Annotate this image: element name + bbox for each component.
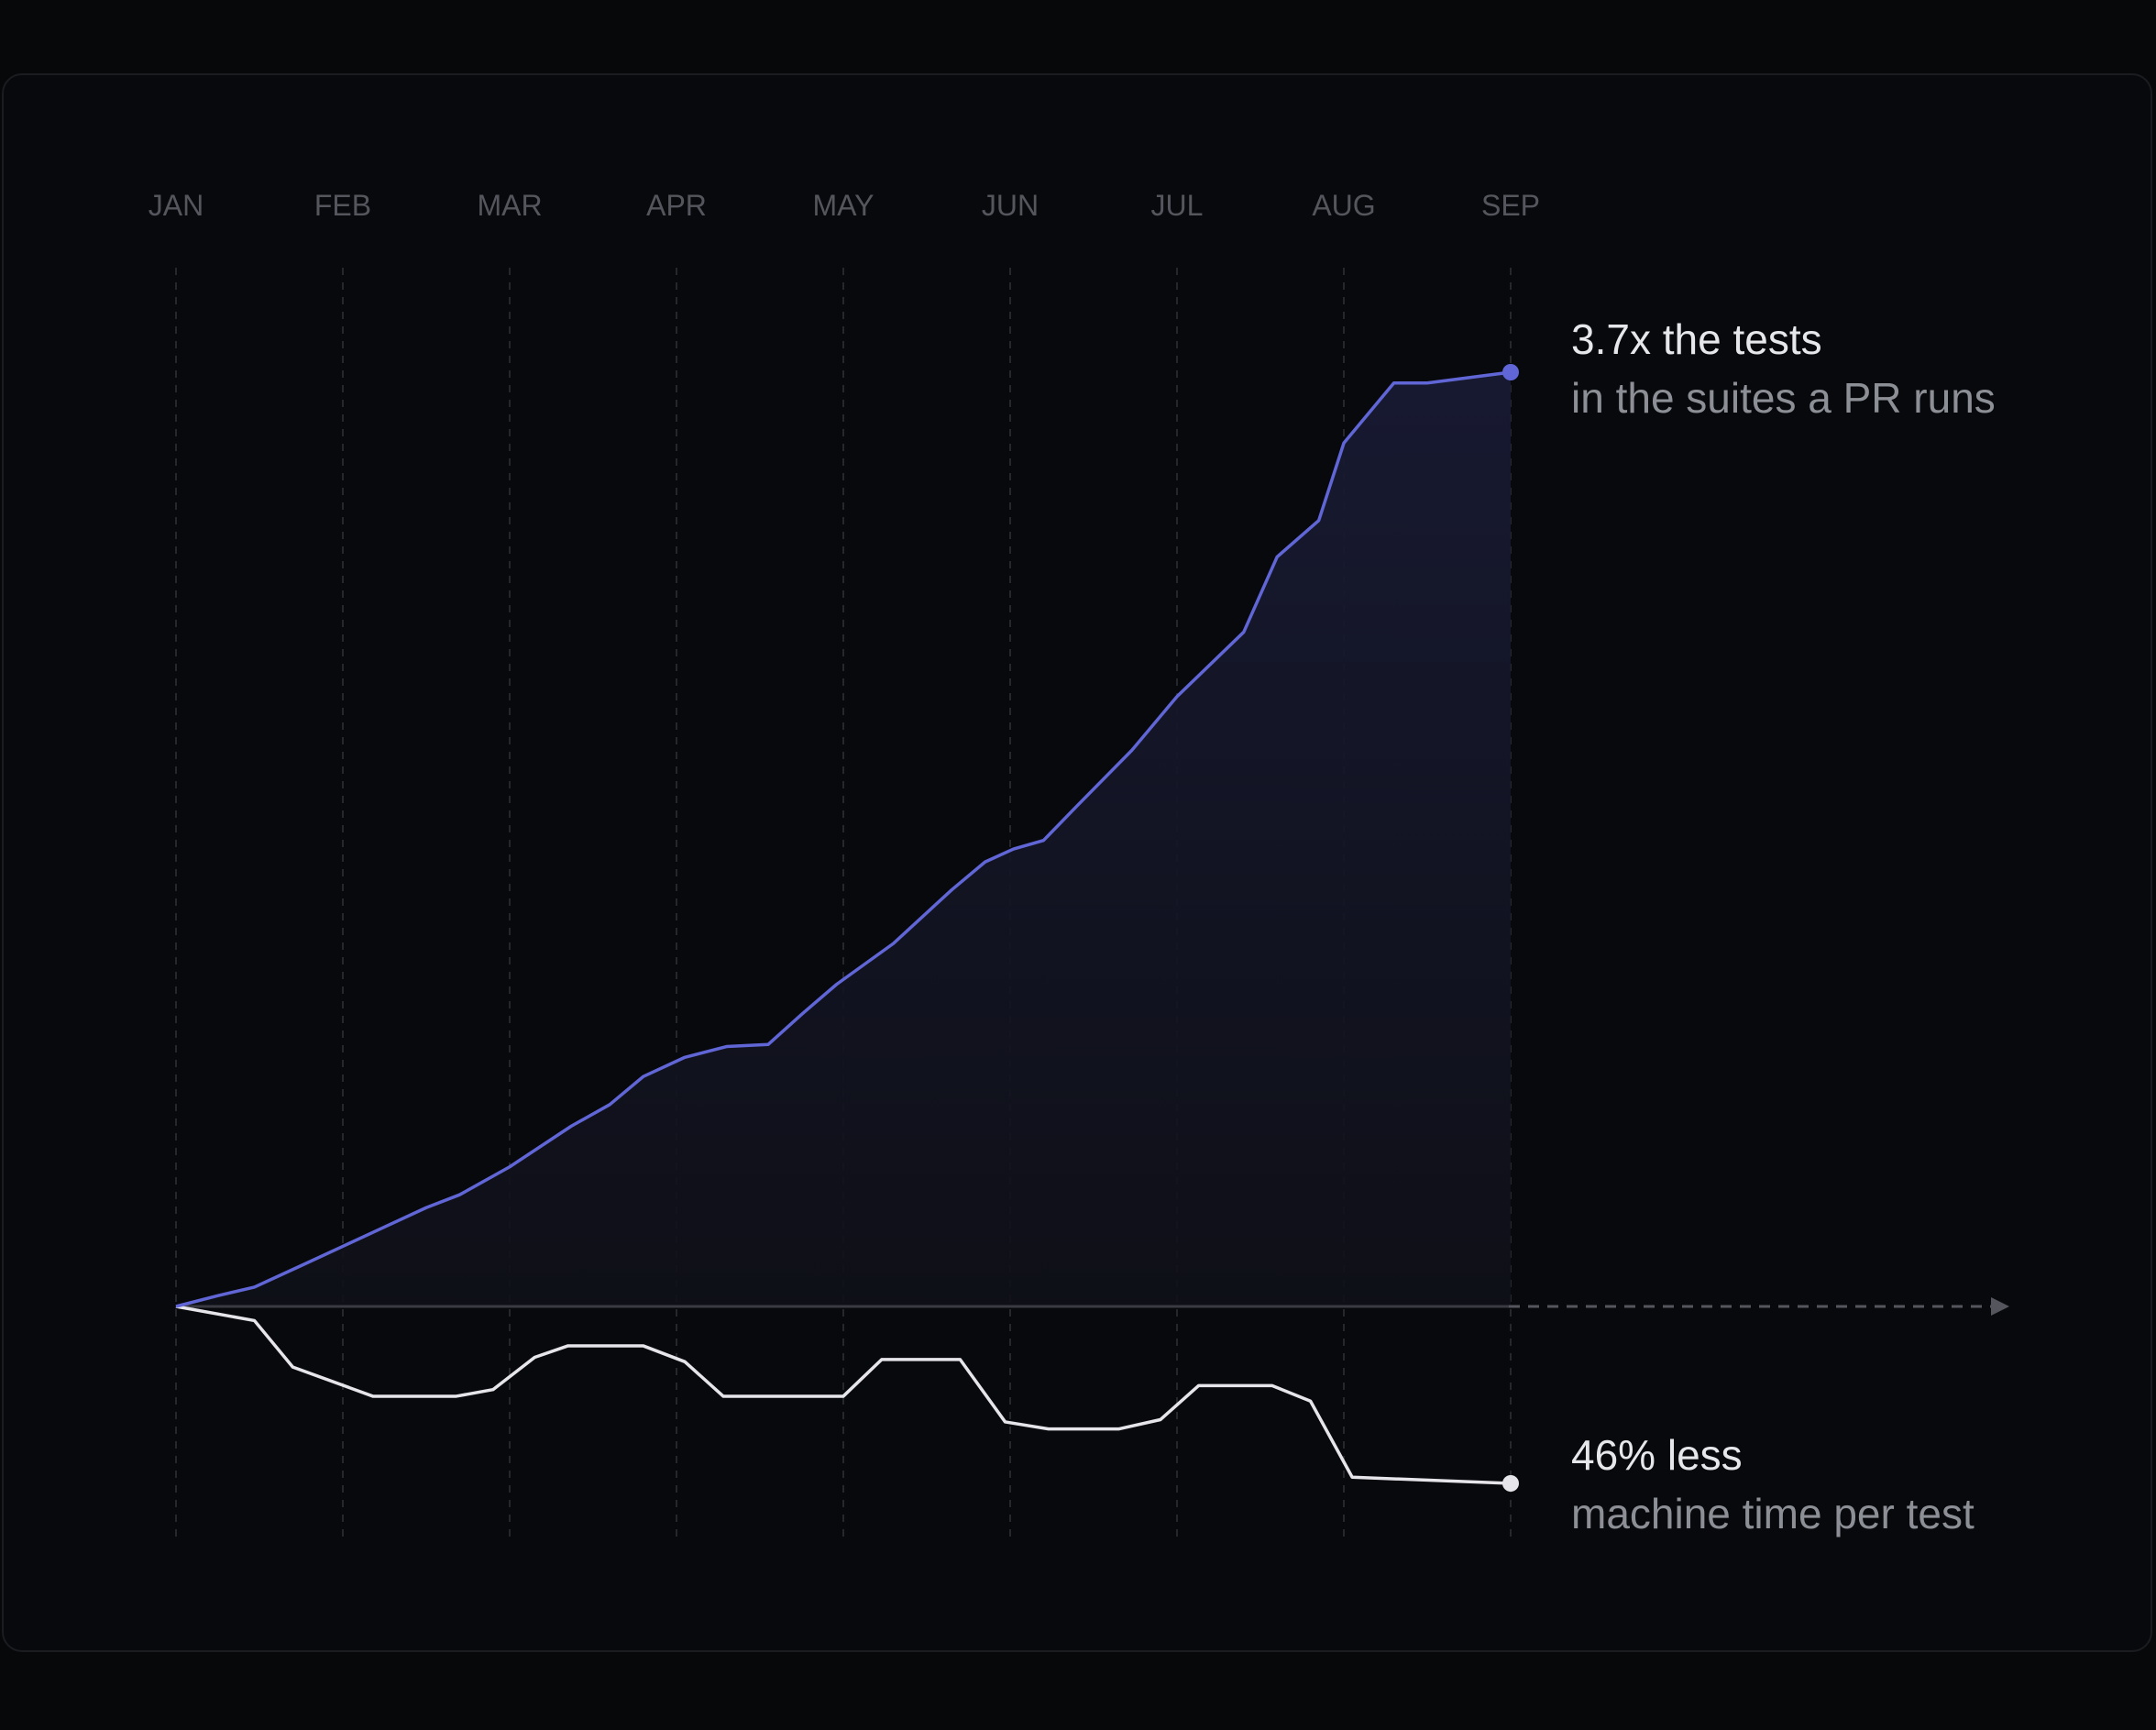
tests-line: [175, 370, 1512, 1308]
axis-arrow-icon: [1991, 1297, 2009, 1316]
month-label-jun: JUN: [982, 189, 1039, 222]
month-label-jul: JUL: [1151, 189, 1204, 222]
machine-time-end-point: [1502, 1475, 1519, 1492]
month-label-mar: MAR: [477, 189, 542, 222]
tests-annotation: 3.7x the tests in the suites a PR runs: [1571, 310, 1996, 427]
month-label-jan: JAN: [148, 189, 204, 222]
machine-time-annotation-secondary: machine time per test: [1571, 1490, 1974, 1537]
month-label-feb: FEB: [314, 189, 371, 222]
month-labels: JAN FEB MAR APR MAY JUN JUL AUG SEP: [148, 189, 1540, 222]
tests-end-point: [1502, 364, 1519, 380]
tests-annotation-secondary: in the suites a PR runs: [1571, 374, 1996, 422]
month-label-apr: APR: [646, 189, 707, 222]
month-label-sep: SEP: [1481, 189, 1540, 222]
machine-time-annotation-primary: 46% less: [1571, 1431, 1743, 1479]
month-label-aug: AUG: [1312, 189, 1375, 222]
tests-annotation-primary: 3.7x the tests: [1571, 315, 1822, 363]
month-label-may: MAY: [813, 189, 874, 222]
machine-time-annotation: 46% less machine time per test: [1571, 1426, 1974, 1543]
tests-area-fill: [176, 372, 1511, 1306]
machine-time-line: [175, 1305, 1512, 1485]
